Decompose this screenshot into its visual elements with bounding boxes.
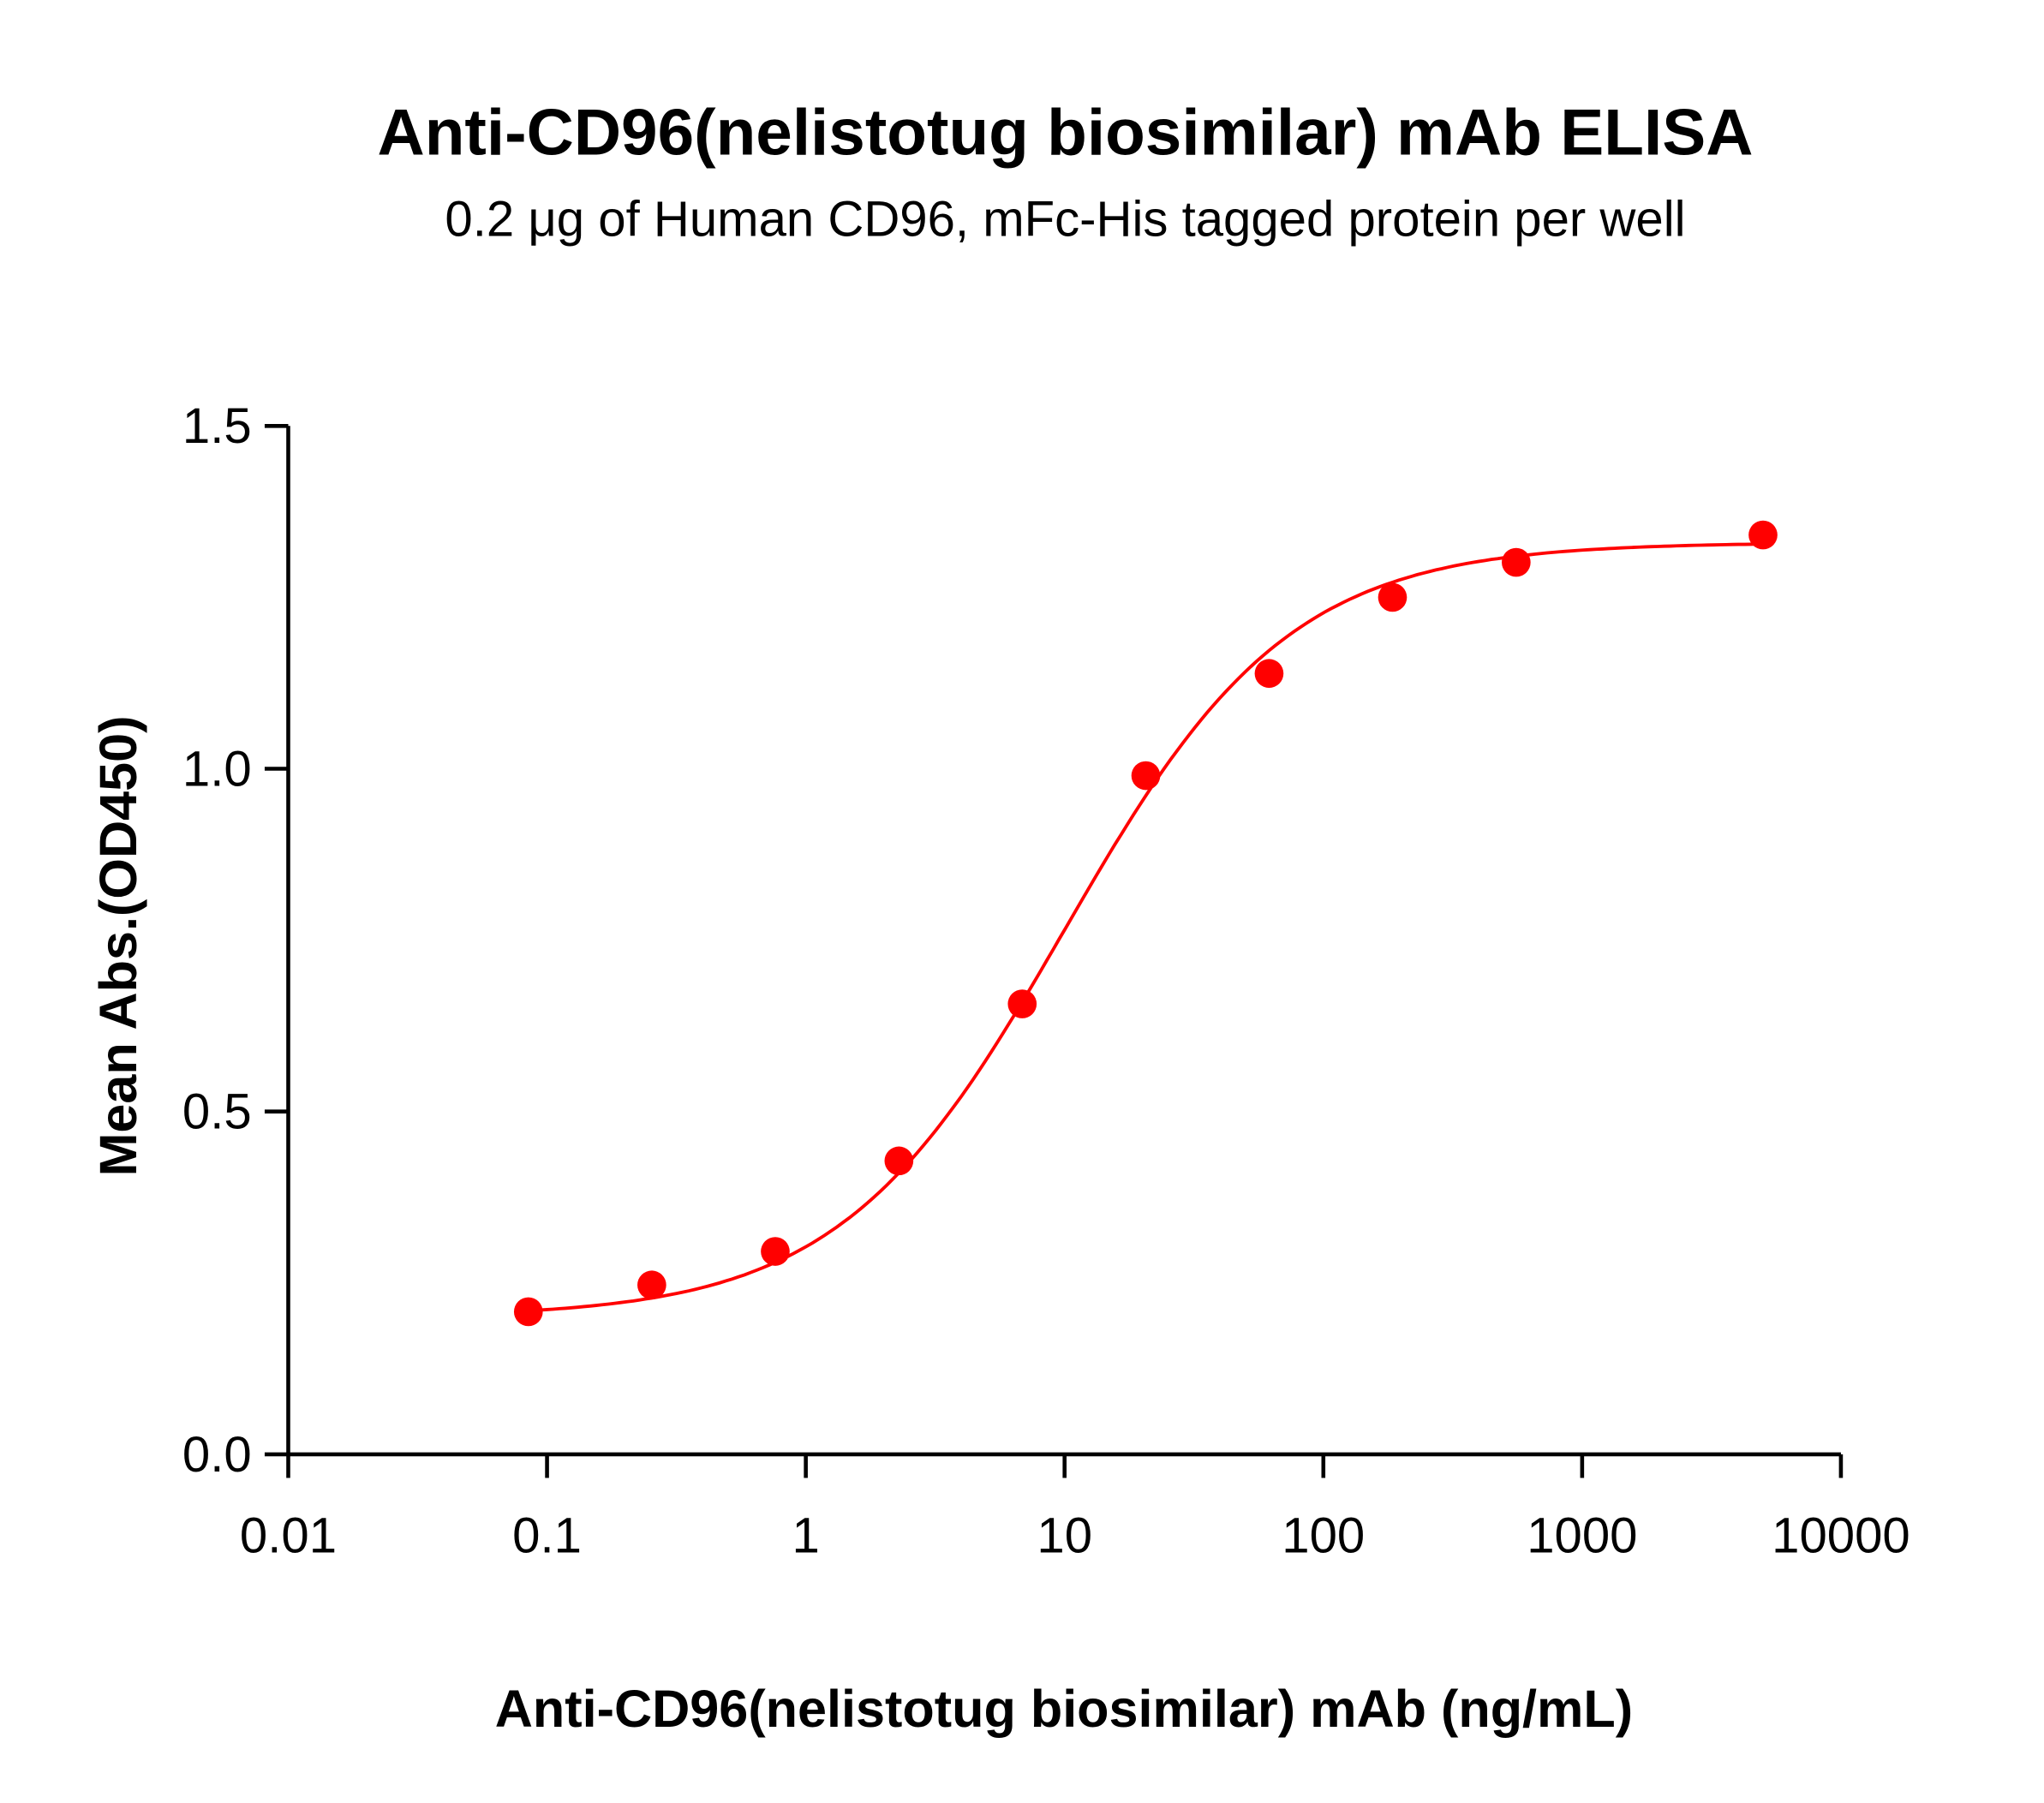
- y-tick-label: 0.5: [182, 1084, 252, 1140]
- data-point: [1131, 761, 1161, 791]
- data-point: [1378, 582, 1407, 612]
- x-tick-label: 0.1: [512, 1508, 582, 1564]
- x-tick-label: 10000: [1772, 1508, 1910, 1564]
- data-point: [1007, 989, 1037, 1018]
- data-point: [1502, 547, 1531, 577]
- y-tick-label: 1.0: [182, 741, 252, 797]
- x-tick-label: 0.01: [240, 1508, 337, 1564]
- chart-subtitle: 0.2 μg of Human CD96, mFc-His tagged pro…: [445, 192, 1685, 248]
- x-tick-label: 1000: [1527, 1508, 1637, 1564]
- x-tick-label: 100: [1282, 1508, 1365, 1564]
- axes: 0.01 0.1 1 10 100 1000 10000 0.0 0.5 1.0 1.5: [182, 398, 1910, 1563]
- x-axis-label: Anti-CD96(nelistotug biosimilar) mAb (ng…: [495, 1680, 1633, 1738]
- y-axis-label: Mean Abs.(OD450): [89, 715, 147, 1176]
- y-tick-label: 0.0: [182, 1427, 252, 1483]
- data-point: [513, 1297, 543, 1327]
- x-tick-label: 1: [792, 1508, 819, 1564]
- data-points: [513, 520, 1778, 1327]
- chart-title: Anti-CD96(nelistotug biosimilar) mAb ELI…: [378, 97, 1754, 170]
- fit-curve: [528, 542, 1763, 1313]
- y-tick-label: 1.5: [182, 398, 252, 454]
- data-point: [1254, 659, 1284, 689]
- data-point: [884, 1146, 914, 1176]
- x-tick-label: 10: [1037, 1508, 1092, 1564]
- data-point: [1748, 520, 1778, 550]
- data-point: [761, 1237, 790, 1266]
- data-point: [637, 1270, 666, 1300]
